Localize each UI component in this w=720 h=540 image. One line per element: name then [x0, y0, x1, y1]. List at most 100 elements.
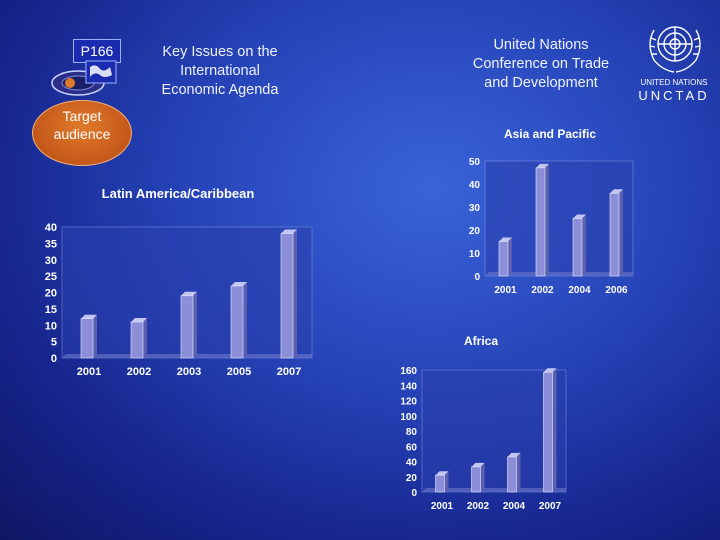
y-tick-label: 20 — [406, 473, 418, 484]
chart-1: Asia and Pacific 0 10 20 30 40 50 2001 2002 2004 2… — [469, 127, 634, 296]
bar-side — [243, 281, 247, 358]
x-tick-label: 2007 — [539, 501, 562, 512]
x-tick-label: 2001 — [77, 366, 101, 378]
plot-floor — [485, 272, 633, 276]
bar — [130, 321, 144, 359]
bar-side — [444, 471, 449, 492]
x-tick-label: 2007 — [277, 366, 301, 378]
bar-side — [480, 462, 485, 492]
y-tick-label: 100 — [400, 412, 417, 423]
y-tick-label: 10 — [45, 320, 57, 332]
bar-top — [281, 229, 297, 234]
y-tick-label: 15 — [45, 304, 57, 316]
org-name-line: United Nations — [493, 37, 589, 53]
bar-side — [143, 317, 147, 358]
subtitle-line: Key Issues on the — [162, 44, 278, 60]
bar-side — [193, 291, 197, 358]
x-tick-label: 2005 — [227, 366, 251, 378]
y-tick-label: 120 — [400, 397, 417, 408]
y-tick-label: 35 — [45, 238, 57, 250]
badge-line: Target — [62, 108, 102, 124]
globe-disc-icon — [51, 60, 117, 96]
bar-top — [499, 237, 512, 242]
org-name-line: and Development — [484, 75, 598, 91]
org-name-block: United Nations Conference on Trade and D… — [458, 36, 624, 93]
bar-top — [543, 368, 557, 373]
bar — [535, 167, 546, 277]
y-tick-label: 50 — [469, 157, 481, 168]
bar-top — [507, 452, 521, 457]
bar-side — [516, 452, 521, 492]
y-tick-label: 80 — [406, 427, 418, 438]
chart-title: Africa — [464, 334, 498, 348]
x-tick-label: 2001 — [494, 285, 517, 296]
bar-side — [508, 237, 512, 276]
bar — [572, 218, 583, 277]
y-tick-label: 0 — [411, 488, 417, 499]
subtitle-block: Key Issues on the International Economic… — [140, 43, 300, 100]
chart-title: Latin America/Caribbean — [102, 186, 255, 201]
bar-side — [619, 189, 623, 276]
subtitle-line: Economic Agenda — [161, 82, 279, 98]
bar — [498, 241, 509, 277]
y-tick-label: 40 — [406, 458, 418, 469]
chart-2: Africa 0 20 40 60 80 100 120 140 160 2001 2002 2004 2… — [400, 334, 567, 512]
un-label: UNITED NATIONS — [640, 78, 708, 87]
bar — [543, 371, 553, 493]
y-tick-label: 20 — [469, 226, 481, 237]
org-name-line: Conference on Trade — [472, 56, 610, 72]
y-tick-label: 20 — [45, 288, 57, 300]
bar-top — [536, 163, 549, 168]
un-emblem-icon — [649, 26, 701, 73]
y-tick-label: 30 — [469, 203, 481, 214]
bar — [609, 192, 620, 277]
bar — [180, 295, 194, 359]
target-audience-badge: Target audience — [32, 100, 132, 166]
bar — [471, 466, 481, 493]
x-tick-label: 2004 — [568, 285, 591, 296]
x-tick-label: 2002 — [531, 285, 554, 296]
bar-top — [573, 214, 586, 219]
y-tick-label: 10 — [469, 249, 481, 260]
bar-top — [231, 281, 247, 286]
bar-top — [471, 462, 485, 467]
p166-logo: P166 — [40, 35, 122, 97]
badge-line: audience — [53, 126, 111, 142]
y-tick-label: 40 — [45, 222, 57, 234]
y-tick-label: 60 — [406, 442, 418, 453]
bar-side — [93, 314, 97, 358]
x-tick-label: 2002 — [127, 366, 151, 378]
bar-side — [552, 368, 557, 492]
chart-0: Latin America/Caribbean 0 5 10 15 20 25 30 35 40 2… — [45, 186, 313, 378]
bar — [507, 456, 517, 493]
bar-top — [610, 189, 623, 194]
x-tick-label: 2001 — [431, 501, 454, 512]
bar-side — [582, 214, 586, 276]
bar-top — [131, 317, 147, 322]
x-tick-label: 2004 — [503, 501, 526, 512]
chart-title: Asia and Pacific — [504, 127, 596, 141]
subtitle-line: International — [180, 63, 260, 79]
y-tick-label: 5 — [51, 337, 57, 349]
x-tick-label: 2003 — [177, 366, 201, 378]
bar-top — [181, 291, 197, 296]
y-tick-label: 30 — [45, 255, 57, 267]
bar — [435, 474, 445, 493]
y-tick-label: 160 — [400, 366, 417, 377]
bar — [280, 233, 294, 359]
bar-top — [81, 314, 97, 319]
unctad-acronym: UNCTAD — [638, 88, 710, 103]
bar-top — [435, 471, 449, 476]
bar-side — [545, 163, 549, 276]
logo-code-label: P166 — [73, 39, 121, 63]
bar — [80, 318, 94, 359]
y-tick-label: 0 — [51, 353, 57, 365]
y-tick-label: 140 — [400, 381, 417, 392]
bar — [230, 285, 244, 359]
bar-side — [293, 229, 297, 358]
x-tick-label: 2002 — [467, 501, 490, 512]
y-tick-label: 0 — [474, 272, 480, 283]
y-tick-label: 40 — [469, 180, 481, 191]
y-tick-label: 25 — [45, 271, 57, 283]
